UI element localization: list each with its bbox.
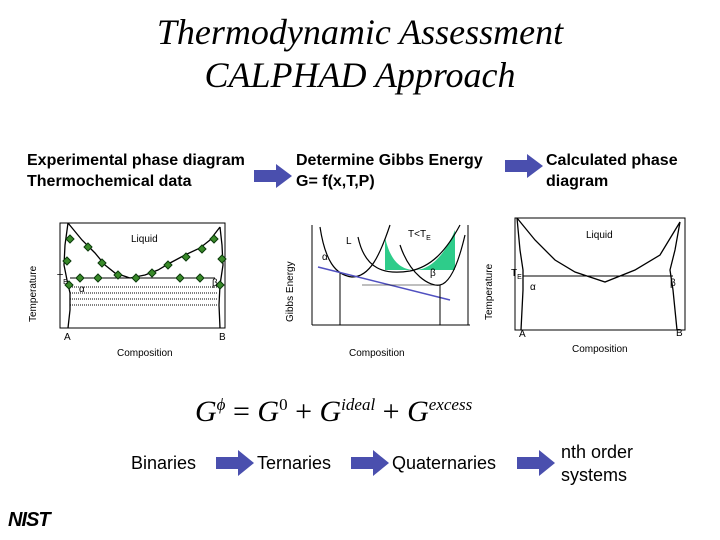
eq-zero: 0	[279, 395, 288, 414]
diagram3-y-label: Temperature	[484, 263, 495, 320]
eq-g-excess: G	[407, 395, 429, 428]
arrow-icon-3	[216, 450, 254, 476]
diagram2-temp-text: T<T	[408, 229, 427, 240]
diagram3-x-label: Composition	[572, 344, 628, 355]
diagram3-beta-label: β	[670, 278, 676, 289]
diagram1-b-label: B	[219, 332, 226, 343]
diagram2-beta-label: β	[430, 268, 436, 279]
eq-phi: ϕ	[216, 395, 226, 414]
flow-nth-order: nth order systems	[561, 441, 633, 487]
title-line-1: Thermodynamic Assessment	[156, 12, 564, 52]
calculated-phase-diagram	[514, 217, 686, 331]
calculated-header-line1: Calculated phase	[546, 152, 678, 169]
diagram1-te-sub: E	[63, 279, 68, 286]
gibbs-header: Determine Gibbs Energy G= f(x,T,P)	[296, 150, 483, 192]
diagram1-te-text: T	[57, 273, 64, 284]
eq-g0: G	[257, 395, 280, 428]
eq-plus2: +	[382, 395, 400, 428]
diagram2-alpha-label: α	[322, 252, 328, 263]
diagram3-a-label: A	[519, 329, 526, 340]
experimental-phase-diagram	[59, 222, 227, 329]
eq-plus1: +	[295, 395, 312, 428]
title-line-2: CALPHAD Approach	[204, 55, 516, 95]
diagram1-x-label: Composition	[117, 348, 173, 359]
diagram3-te-label: TE	[511, 268, 522, 284]
gibbs-energy-diagram	[311, 224, 470, 326]
diagram3-te-sub: E	[517, 274, 522, 281]
diagram1-a-label: A	[64, 332, 71, 343]
flow-quaternaries: Quaternaries	[392, 453, 497, 473]
diagram1-alpha-label: α	[79, 284, 85, 295]
diagram2-temp-label: T<TE	[408, 229, 431, 245]
diagram2-y-label: Gibbs Energy	[285, 261, 296, 322]
arrow-icon-1	[254, 164, 292, 188]
calculated-header: Calculated phase diagram	[546, 150, 678, 192]
diagram2-l-label: L	[346, 236, 352, 247]
gibbs-equation: Gϕ = G0 + Gideal + Gexcess	[195, 385, 472, 432]
eq-g: G	[195, 395, 217, 428]
stable-region-fill	[385, 230, 455, 270]
experimental-header-line1: Experimental phase diagram	[27, 152, 245, 169]
diagram3-alpha-label: α	[530, 282, 536, 293]
flow-nth-line1: nth order	[561, 442, 634, 462]
experimental-header: Experimental phase diagram Thermochemica…	[27, 150, 245, 192]
arrow-icon-5	[517, 450, 555, 476]
diagram3-liquid-label: Liquid	[586, 230, 613, 241]
diagram2-temp-sub: E	[426, 235, 431, 242]
eq-excess: excess	[428, 395, 473, 414]
calculated-header-line2: diagram	[546, 173, 609, 190]
diagram1-liquid-label: Liquid	[131, 234, 158, 245]
gibbs-header-line2: G= f(x,T,P)	[296, 173, 375, 190]
arrow-icon-4	[351, 450, 389, 476]
eq-ideal: ideal	[341, 395, 376, 414]
flow-ternaries: Ternaries	[257, 453, 332, 473]
diagram2-x-label: Composition	[349, 348, 405, 359]
diagram3-te-text: T	[511, 268, 518, 279]
experimental-header-line2: Thermochemical data	[27, 173, 192, 190]
diagram1-te-label: TE	[57, 273, 68, 289]
eq-g-ideal: G	[319, 395, 342, 428]
nist-logo: NIST	[8, 509, 51, 531]
eq-equals: =	[232, 395, 250, 428]
flow-binaries: Binaries	[131, 453, 197, 473]
flow-nth-line2: systems	[561, 465, 628, 485]
arrow-icon-2	[505, 154, 543, 178]
diagram1-beta-label: β	[212, 278, 218, 289]
gibbs-header-line1: Determine Gibbs Energy	[296, 152, 483, 169]
diagram1-y-label: Temperature	[28, 265, 39, 322]
diagram3-b-label: B	[676, 328, 683, 339]
